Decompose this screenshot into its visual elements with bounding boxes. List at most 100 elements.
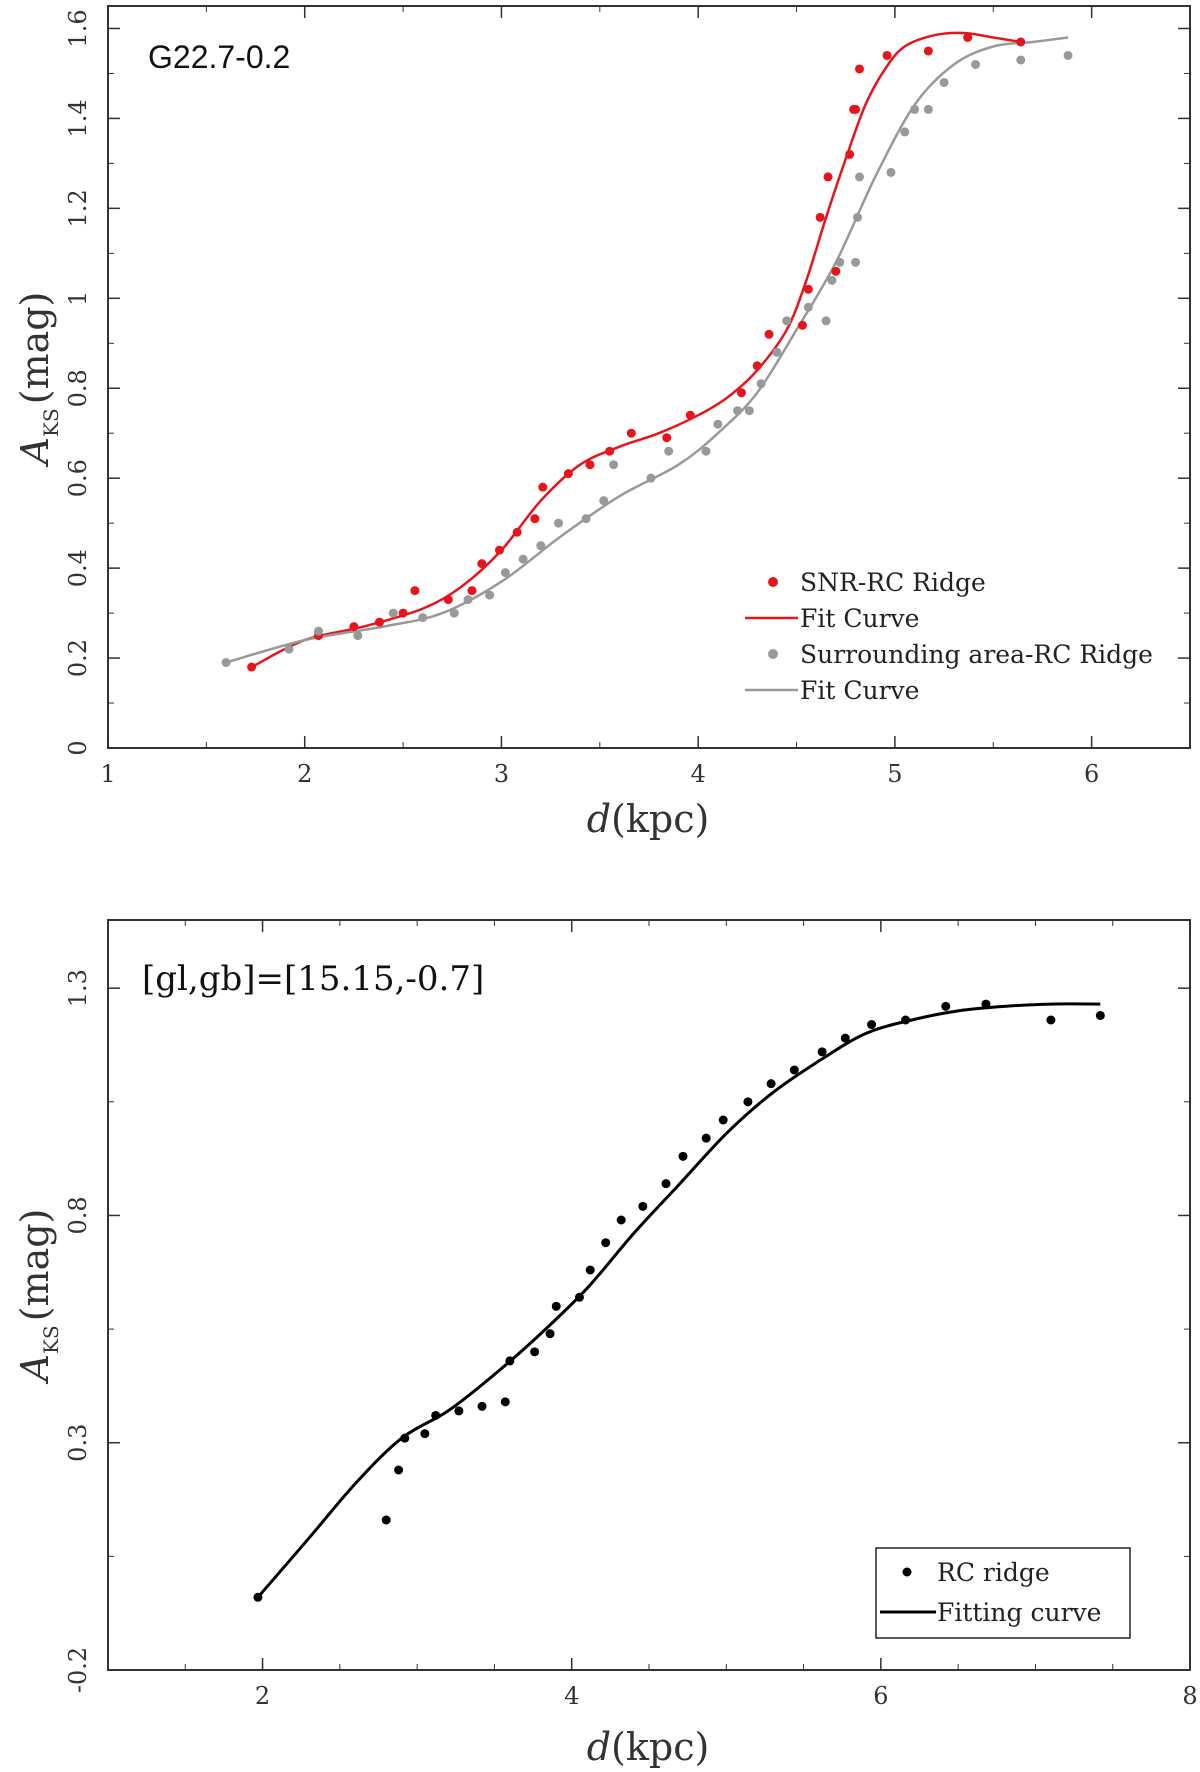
data-point-series-2 xyxy=(388,608,398,618)
data-point-series-0 xyxy=(678,1151,688,1161)
y-tick-label: -0.2 xyxy=(64,1647,92,1693)
data-point-series-2 xyxy=(971,59,981,69)
data-point-series-0 xyxy=(845,149,855,159)
fit-curves xyxy=(256,1002,1101,1599)
fit-curve-series-1 xyxy=(251,31,1022,669)
data-point-series-2 xyxy=(500,568,510,578)
data-point-series-0 xyxy=(585,1265,595,1275)
data-point-series-0 xyxy=(736,388,746,398)
data-point-series-0 xyxy=(789,1065,799,1075)
data-point-series-2 xyxy=(581,514,591,524)
data-point-series-0 xyxy=(882,50,892,60)
data-point-series-0 xyxy=(626,428,636,438)
x-tick-label: 5 xyxy=(887,760,902,788)
x-tick-labels: 1 2 3 4 5 6 xyxy=(100,760,1099,788)
data-point-series-0 xyxy=(941,1001,951,1011)
legend: RC ridge Fitting curve xyxy=(875,1547,1131,1639)
data-point-series-0 xyxy=(477,559,487,569)
data-point-series-0 xyxy=(1016,37,1026,47)
data-point-series-0 xyxy=(831,266,841,276)
data-point-series-2 xyxy=(853,212,863,222)
x-tick-label: 6 xyxy=(873,1682,888,1710)
legend-label-surrounding-points: Surrounding area-RC Ridge xyxy=(800,640,1153,669)
data-point-series-0 xyxy=(398,608,408,618)
data-point-series-2 xyxy=(910,104,920,114)
data-point-series-0 xyxy=(854,64,864,74)
data-point-series-0 xyxy=(851,104,861,114)
data-point-series-2 xyxy=(782,316,792,326)
data-point-series-0 xyxy=(867,1020,877,1030)
data-point-series-2 xyxy=(599,496,609,506)
data-point-series-0 xyxy=(605,446,615,456)
data-point-series-0 xyxy=(1046,1015,1056,1025)
x-axis-label: d(kpc) xyxy=(587,1725,710,1769)
data-point-series-2 xyxy=(1063,50,1073,60)
data-point-series-0 xyxy=(701,1133,711,1143)
data-point-series-2 xyxy=(821,316,831,326)
legend: SNR-RC Ridge Fit Curve Surrounding area-… xyxy=(745,568,1153,705)
legend-marker-rc-points xyxy=(902,1567,912,1577)
data-point-series-2 xyxy=(772,347,782,357)
fit-curves xyxy=(225,31,1069,669)
data-point-series-0 xyxy=(394,1465,404,1475)
data-point-series-2 xyxy=(854,172,864,182)
data-point-series-0 xyxy=(563,469,573,479)
chart-title: G22.7-0.2 xyxy=(148,39,290,75)
chart-panel-top: 1 2 3 4 5 6 0 0.2 0.4 0.6 0.8 1 1.2 1.4 1.6 G22.7-0.2… xyxy=(13,5,1191,841)
data-point-series-2 xyxy=(851,257,861,267)
data-point-series-2 xyxy=(646,473,656,483)
data-point-series-2 xyxy=(463,595,473,605)
x-tick-label: 4 xyxy=(691,760,706,788)
data-point-series-0 xyxy=(616,1215,626,1225)
data-point-series-0 xyxy=(538,482,548,492)
data-point-series-2 xyxy=(664,446,674,456)
data-point-series-2 xyxy=(900,127,910,137)
data-points xyxy=(221,32,1073,672)
data-point-series-0 xyxy=(551,1301,561,1311)
y-tick-label: 0.3 xyxy=(64,1424,92,1462)
data-point-series-0 xyxy=(467,586,477,596)
data-point-series-0 xyxy=(381,1515,391,1525)
legend-label-fitting-curve: Fitting curve xyxy=(937,1598,1101,1627)
y-tick-label: 1.3 xyxy=(64,969,92,1007)
data-point-series-2 xyxy=(554,518,564,528)
data-point-series-2 xyxy=(939,77,949,87)
y-tick-label: 0.2 xyxy=(64,639,92,677)
data-point-series-2 xyxy=(1016,55,1026,65)
data-point-series-2 xyxy=(835,257,845,267)
fit-curve-series-3 xyxy=(225,36,1069,664)
data-point-series-0 xyxy=(530,1347,540,1357)
data-point-series-0 xyxy=(718,1115,728,1125)
data-point-series-0 xyxy=(431,1410,441,1420)
data-point-series-0 xyxy=(662,433,672,443)
data-point-series-0 xyxy=(349,622,359,632)
data-point-series-0 xyxy=(963,32,973,42)
data-point-series-2 xyxy=(536,541,546,551)
data-point-series-0 xyxy=(512,527,522,537)
data-point-series-0 xyxy=(1095,1010,1105,1020)
y-tick-label: 1.2 xyxy=(64,189,92,227)
data-point-series-0 xyxy=(574,1292,584,1302)
data-point-series-0 xyxy=(443,595,453,605)
legend-box xyxy=(875,1547,1131,1639)
legend-label-surrounding-fit: Fit Curve xyxy=(800,676,919,705)
data-point-series-2 xyxy=(827,275,837,285)
plot-frame xyxy=(107,919,1191,1671)
data-point-series-2 xyxy=(284,644,294,654)
plot-frame xyxy=(107,5,1191,749)
x-tick-label: 6 xyxy=(1084,760,1099,788)
data-point-series-0 xyxy=(817,1047,827,1057)
y-tick-label: 1.6 xyxy=(64,9,92,47)
data-point-series-2 xyxy=(886,167,896,177)
data-point-series-0 xyxy=(494,545,504,555)
x-tick-label: 3 xyxy=(494,760,509,788)
data-point-series-0 xyxy=(505,1356,515,1366)
data-point-series-0 xyxy=(923,46,933,56)
y-axis-label: AKS(mag) xyxy=(13,1209,63,1385)
x-tick-label: 8 xyxy=(1182,1682,1197,1710)
x-axis-label: d(kpc) xyxy=(587,797,710,841)
data-point-series-0 xyxy=(585,460,595,470)
x-tick-label: 1 xyxy=(100,760,115,788)
tick-marks xyxy=(107,6,1191,749)
